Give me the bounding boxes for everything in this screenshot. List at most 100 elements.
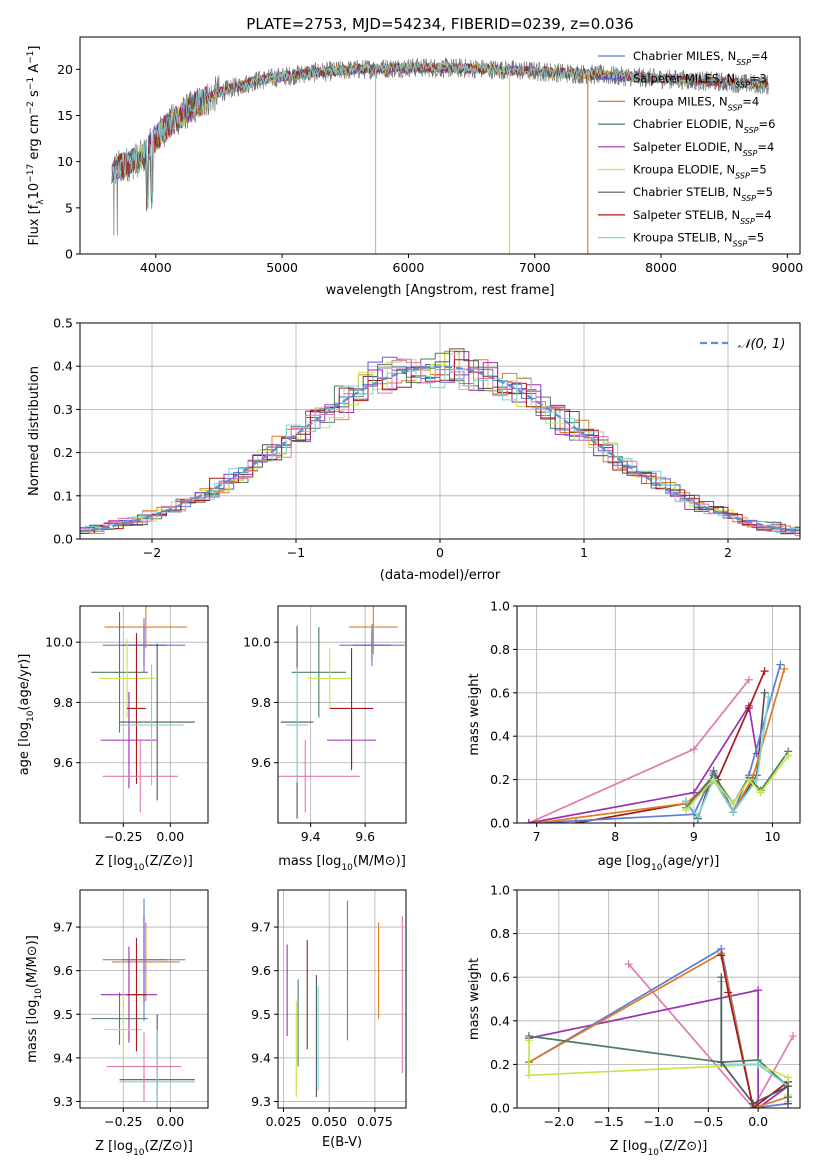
series-marker — [756, 788, 765, 797]
panel-8: −2.0 −1.5 −1.0 −0.5 0.0 0.0 0.2 0.4 0.6 0.8 1.0 mas… — [467, 883, 801, 1158]
axes-frame — [79, 36, 801, 255]
y-tick-label: 9.8 — [251, 695, 271, 710]
series-marker — [754, 1060, 763, 1069]
x-tick-label: 1 — [580, 545, 588, 560]
y-tick-label: 0.6 — [490, 970, 510, 985]
series-marker — [689, 788, 698, 797]
y-tick-label: 0.0 — [490, 1101, 510, 1116]
y-tick-label: 0.8 — [490, 642, 510, 657]
y-tick-label: 9.6 — [251, 963, 271, 978]
axes-frame — [79, 889, 209, 1109]
residual-histogram — [80, 369, 800, 533]
y-tick-label: 9.3 — [53, 1094, 73, 1109]
series-marker — [784, 1082, 793, 1091]
x-tick-label: 7000 — [519, 260, 551, 275]
x-tick-label: 8000 — [645, 260, 677, 275]
plot-area — [524, 944, 798, 1108]
axes-frame — [277, 605, 407, 824]
series-marker — [682, 805, 691, 814]
y-tick-label: 9.4 — [53, 1050, 73, 1065]
axes-frame — [277, 889, 407, 1109]
legend-label: Salpeter STELIB, NSSP=4 — [633, 208, 772, 226]
y-tick-label: 0.6 — [490, 685, 510, 700]
series-marker — [780, 664, 789, 673]
errorbar-point — [119, 664, 184, 786]
x-tick-label: −0.25 — [104, 1114, 142, 1129]
x-tick-label: 0.025 — [266, 1114, 302, 1129]
legend-label: Kroupa ELODIE, NSSP=5 — [633, 163, 767, 181]
series-marker — [784, 1073, 793, 1082]
x-tick-label: 6000 — [393, 260, 425, 275]
x-tick-label: −2.0 — [544, 1114, 574, 1129]
errorbar-point — [100, 691, 158, 789]
x-tick-label: 9.4 — [301, 829, 321, 844]
series-line — [685, 755, 789, 811]
errorbar-point — [127, 937, 146, 1052]
y-tick-label: 0 — [65, 247, 73, 262]
y-tick-label: 0.4 — [490, 1013, 510, 1028]
errorbar-point — [119, 1029, 195, 1108]
series-marker — [532, 819, 541, 823]
x-tick-label: 0.075 — [357, 1114, 393, 1129]
series-marker — [789, 1032, 798, 1041]
series-marker — [729, 808, 738, 817]
series-marker — [776, 660, 785, 669]
y-tick-label: 9.6 — [53, 963, 73, 978]
panel-2: −2 −1 0 1 2 0.0 0.1 0.2 0.3 0.4 0.5 (data-model)/er… — [27, 316, 801, 583]
y-tick-label: 9.5 — [251, 1007, 271, 1022]
mass-weight-series — [717, 973, 793, 1108]
y-axis-label: mass [log10(M/M⊙)] — [25, 935, 44, 1063]
x-tick-label: −0.25 — [104, 829, 142, 844]
y-tick-label: 9.6 — [53, 755, 73, 770]
panel-3: −0.25 0.00 9.6 9.8 10.0 Z [log10(Z/Z⊙)] age [l… — [17, 605, 209, 873]
errorbar-point — [102, 740, 178, 813]
y-tick-label: 9.3 — [251, 1094, 271, 1109]
series-marker — [717, 973, 726, 982]
series-marker — [760, 667, 769, 676]
legend-label: Chabrier MILES, NSSP=4 — [633, 49, 768, 67]
plot-area — [91, 606, 195, 813]
series-marker — [717, 951, 726, 960]
errorbar-point — [121, 624, 167, 667]
errorbar-point — [348, 606, 398, 655]
legend-label: Kroupa STELIB, NSSP=5 — [633, 231, 764, 249]
axes-frame — [79, 605, 209, 824]
y-tick-label: 9.8 — [53, 695, 73, 710]
x-tick-label: −1.5 — [593, 1114, 623, 1129]
y-tick-label: 9.5 — [53, 1007, 73, 1022]
y-axis-label: Flux [fλ10−17 erg cm−2 s−1 A−1] — [26, 46, 46, 246]
x-tick-label: 9 — [690, 829, 698, 844]
series-marker — [724, 988, 733, 997]
panel-7: 0.025 0.050 0.075 9.3 9.4 9.5 9.6 9.7 E(B-V) — [251, 889, 407, 1150]
errorbar-point — [104, 985, 143, 1074]
series-line — [528, 679, 750, 823]
x-axis-label: Z [log10(Z/Z⊙)] — [95, 854, 193, 873]
mass-weight-series — [717, 951, 793, 1108]
plot-area — [278, 606, 405, 819]
series-marker — [709, 775, 718, 784]
series-marker — [744, 703, 753, 712]
y-tick-label: 1.0 — [490, 599, 510, 614]
x-tick-label: −2 — [143, 545, 161, 560]
y-tick-label: 10 — [57, 154, 73, 169]
mass-weight-series — [532, 660, 785, 823]
errorbar-point — [329, 648, 374, 769]
series-marker — [744, 775, 753, 784]
x-axis-label: age [log10(age/yr)] — [598, 854, 720, 873]
errorbar-point — [106, 1031, 182, 1102]
y-tick-label: 0.3 — [53, 402, 73, 417]
series-marker — [717, 1058, 726, 1067]
y-axis-label: mass weight — [467, 958, 482, 1040]
series-marker — [624, 960, 633, 969]
y-tick-label: 9.7 — [53, 920, 73, 935]
panel-6: −0.25 0.00 9.3 9.4 9.5 9.6 9.7 Z [log10(Z/Z⊙)] m… — [25, 889, 209, 1158]
y-tick-label: 15 — [57, 108, 73, 123]
mass-weight-series — [624, 960, 798, 1108]
mass-weight-series — [682, 751, 793, 814]
plot-area — [91, 898, 195, 1108]
model-spectrum — [113, 61, 769, 209]
y-tick-label: 0.2 — [490, 1057, 510, 1072]
normal-curve — [80, 365, 800, 533]
y-tick-label: 0.1 — [53, 488, 73, 503]
